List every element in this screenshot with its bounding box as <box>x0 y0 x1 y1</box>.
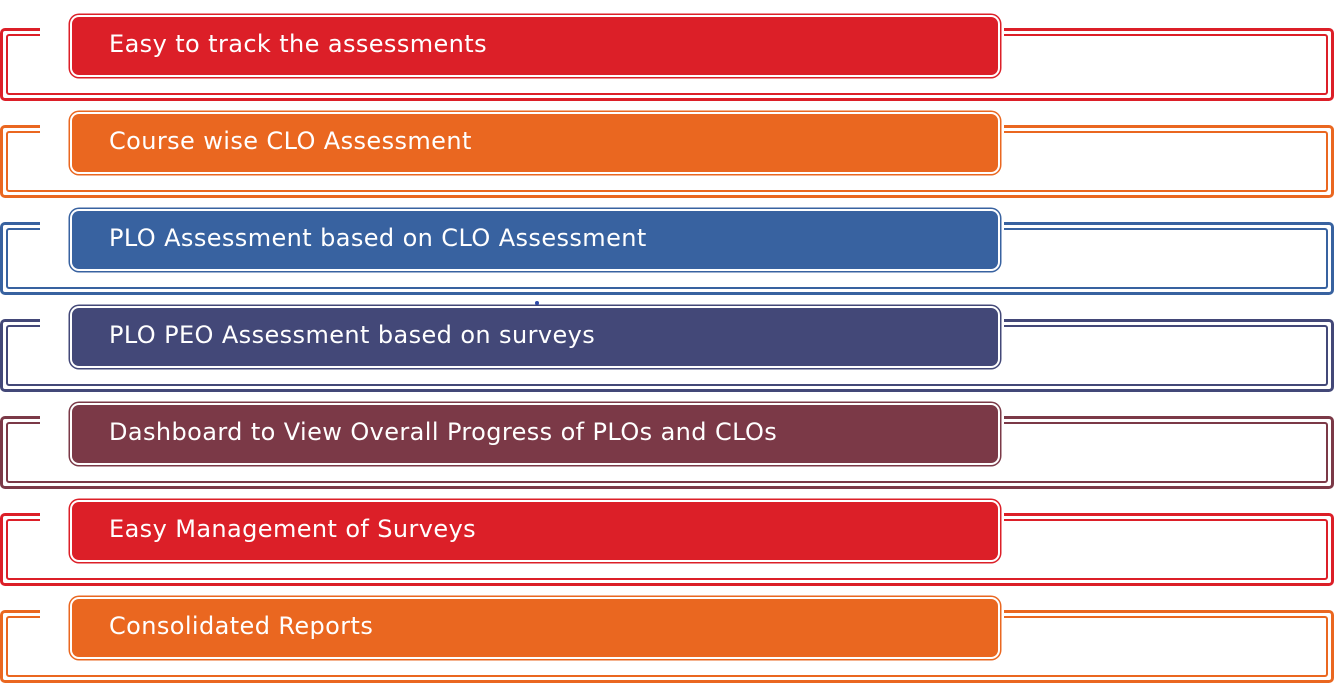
item-row-3: PLO Assessment based on CLO Assessment <box>0 196 1334 295</box>
item-banner: Easy Management of Surveys <box>70 500 1000 562</box>
item-row-7: Consolidated Reports <box>0 584 1334 683</box>
item-row-2: Course wise CLO Assessment <box>0 99 1334 198</box>
item-banner: PLO PEO Assessment based on surveys <box>70 306 1000 368</box>
item-banner: PLO Assessment based on CLO Assessment <box>70 209 1000 271</box>
item-label: Consolidated Reports <box>109 612 374 640</box>
item-label: Dashboard to View Overall Progress of PL… <box>109 418 778 446</box>
item-label: Easy to track the assessments <box>109 30 488 58</box>
item-row-6: Easy Management of Surveys <box>0 487 1334 586</box>
item-label: Course wise CLO Assessment <box>109 127 472 155</box>
item-label: Easy Management of Surveys <box>109 515 477 543</box>
item-banner: Consolidated Reports <box>70 597 1000 659</box>
item-banner: Course wise CLO Assessment <box>70 112 1000 174</box>
item-row-1: Easy to track the assessments <box>0 2 1334 101</box>
item-row-4: PLO PEO Assessment based on surveys <box>0 293 1334 392</box>
item-row-5: Dashboard to View Overall Progress of PL… <box>0 390 1334 489</box>
item-label: PLO Assessment based on CLO Assessment <box>109 224 647 252</box>
item-label: PLO PEO Assessment based on surveys <box>109 321 596 349</box>
item-banner: Dashboard to View Overall Progress of PL… <box>70 403 1000 465</box>
item-banner: Easy to track the assessments <box>70 15 1000 77</box>
stray-dot <box>535 301 539 305</box>
